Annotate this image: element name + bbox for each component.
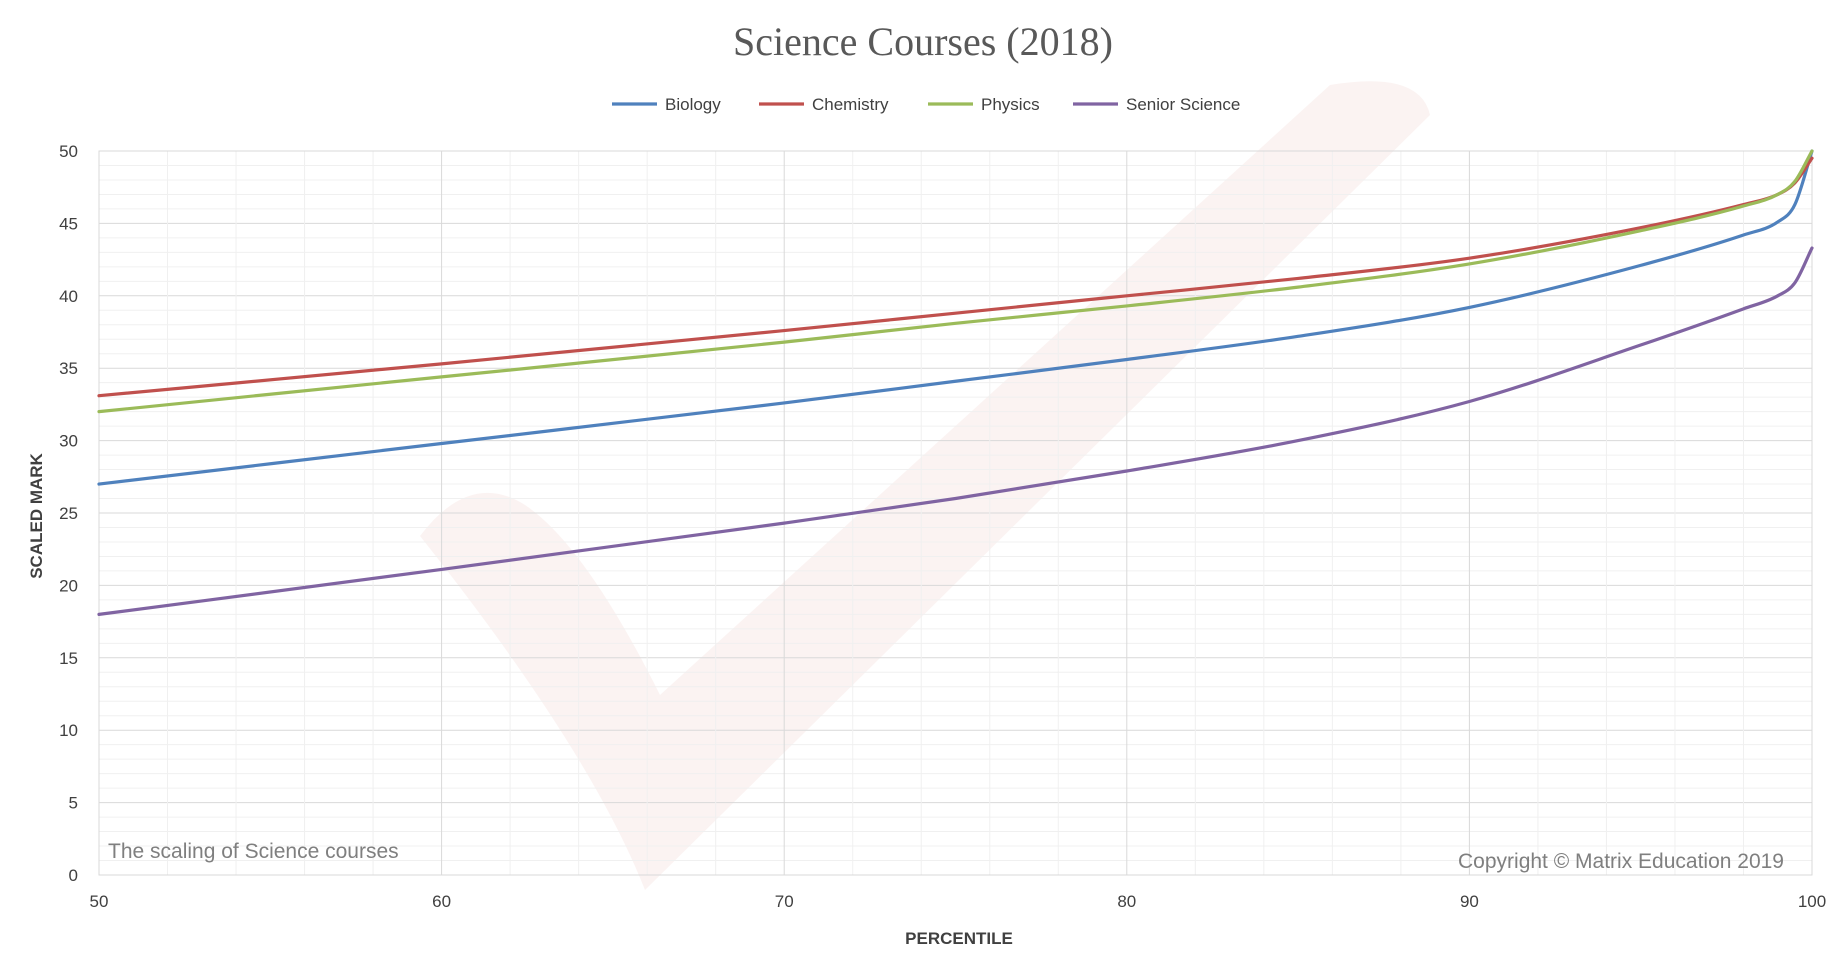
- y-tick-label: 50: [59, 142, 78, 161]
- x-tick-label: 100: [1798, 892, 1826, 911]
- legend-label-senior-science: Senior Science: [1126, 95, 1240, 114]
- y-tick-label: 45: [59, 214, 78, 233]
- x-tick-label: 50: [90, 892, 109, 911]
- x-axis: 50 60 70 80 90 100: [90, 892, 1827, 911]
- legend-label-physics: Physics: [981, 95, 1040, 114]
- y-tick-label: 30: [59, 432, 78, 451]
- legend-label-chemistry: Chemistry: [812, 95, 889, 114]
- y-tick-label: 15: [59, 649, 78, 668]
- x-axis-title: PERCENTILE: [905, 929, 1013, 948]
- y-tick-label: 0: [69, 866, 78, 885]
- x-tick-label: 70: [775, 892, 794, 911]
- x-tick-label: 90: [1460, 892, 1479, 911]
- grid: [98, 150, 1813, 876]
- checkmark-watermark-shape: [420, 81, 1430, 890]
- chart-subtitle-note: The scaling of Science courses: [108, 840, 399, 863]
- series-line-physics: [97, 149, 1814, 414]
- y-tick-label: 40: [59, 287, 78, 306]
- chart-title: Science Courses (2018): [733, 19, 1113, 64]
- copyright-note: Copyright © Matrix Education 2019: [1458, 850, 1784, 873]
- x-tick-label: 60: [432, 892, 451, 911]
- series-lines: [97, 149, 1814, 616]
- x-tick-label: 80: [1117, 892, 1136, 911]
- y-tick-label: 10: [59, 721, 78, 740]
- checkmark-watermark: [420, 81, 1430, 890]
- y-tick-label: 5: [69, 794, 78, 813]
- y-tick-label: 35: [59, 359, 78, 378]
- series-line-chemistry: [97, 156, 1814, 398]
- series-line-biology: [97, 149, 1814, 486]
- y-axis-title: SCALED MARK: [27, 452, 46, 578]
- y-axis: 0 5 10 15 20 25 30 35 40 45 50: [59, 142, 78, 885]
- legend: Biology Chemistry Physics Senior Science: [612, 95, 1240, 114]
- series-line-senior-science: [97, 246, 1814, 616]
- legend-label-biology: Biology: [665, 95, 721, 114]
- plot-area-border: [98, 150, 1813, 876]
- y-tick-label: 25: [59, 504, 78, 523]
- y-tick-label: 20: [59, 576, 78, 595]
